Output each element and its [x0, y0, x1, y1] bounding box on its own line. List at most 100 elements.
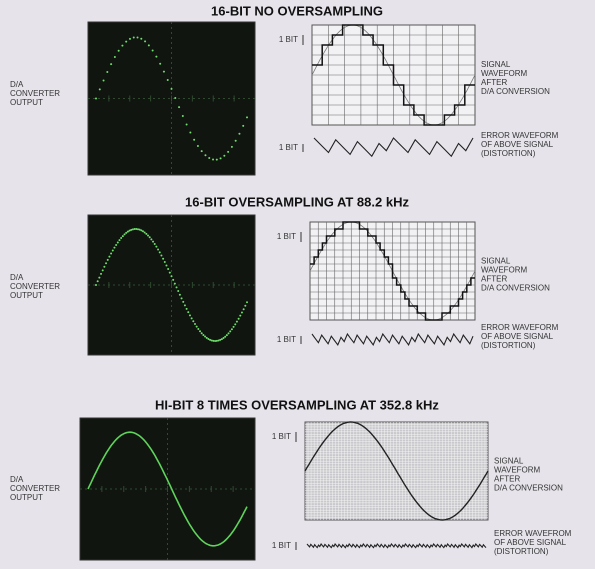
scope-dot [95, 284, 97, 286]
output-label: OUTPUT [10, 291, 43, 300]
scope-dot [205, 336, 208, 339]
scope-dot [225, 334, 228, 337]
scope-dot [207, 337, 210, 340]
output-label: OUTPUT [10, 98, 43, 107]
stepped-signal [312, 24, 475, 126]
scope-dot [98, 88, 101, 91]
scope-dot [121, 235, 124, 238]
error-label: OF ABOVE SIGNAL [481, 332, 554, 341]
scope-dot [170, 275, 173, 278]
scope-dot [229, 330, 232, 333]
scope-dot [132, 36, 135, 39]
scope-dot [148, 236, 151, 239]
scope-dot [117, 49, 120, 52]
stepped-signal [310, 221, 475, 321]
scope-dot [136, 228, 139, 231]
signal-label: AFTER [481, 274, 507, 283]
bit-label: 1 BIT [272, 432, 291, 441]
error-waveform [306, 542, 487, 549]
scope-dot [110, 63, 113, 66]
scope-dot [141, 230, 144, 233]
scope-dot [235, 320, 238, 323]
scope-dot [178, 106, 181, 109]
signal-label: D/A CONVERSION [494, 483, 563, 492]
bit-label: 1 BIT [277, 232, 296, 241]
scope-dot [166, 79, 169, 82]
ideal-sine [304, 421, 489, 521]
scope-dot [178, 293, 181, 296]
scope-dot [131, 228, 134, 231]
scope-dot [96, 280, 99, 283]
error-label: OF ABOVE SIGNAL [481, 140, 554, 149]
scope-dot [200, 150, 203, 153]
bit-label: 1 BIT [277, 335, 296, 344]
scope-dot [145, 232, 148, 235]
scope-dot [185, 307, 188, 310]
scope-dot [246, 116, 248, 119]
scope-dot [143, 231, 146, 234]
scope-trace [87, 431, 248, 547]
scope-dot [160, 254, 163, 257]
scope-dot [140, 229, 143, 232]
scope-dot [147, 234, 150, 237]
scope-dot [209, 338, 212, 341]
bit-label: 1 BIT [279, 143, 298, 152]
scope-dot [128, 37, 131, 40]
scope-dot [172, 278, 175, 281]
signal-label: WAVEFORM [494, 465, 541, 474]
output-label: OUTPUT [10, 493, 43, 502]
scope-dot [204, 154, 207, 157]
scope-dot [106, 258, 109, 261]
scope-dot [219, 157, 222, 160]
scope-dot [212, 339, 215, 342]
error-label: ERROR WAVEFROM [494, 529, 572, 538]
scope-dot [173, 282, 176, 285]
signal-label: D/A CONVERSION [481, 283, 550, 292]
signal-label: SIGNAL [481, 256, 511, 265]
scope-dot [193, 138, 196, 141]
scope-dot [153, 243, 156, 246]
scope-dot [115, 243, 118, 246]
scope-dot [167, 268, 170, 271]
scope-dot [234, 323, 237, 326]
scope-dot [138, 228, 141, 231]
scope-dot [230, 328, 233, 331]
scope-dot [188, 314, 191, 317]
scope-dot [217, 339, 220, 342]
scope-dot [158, 251, 161, 254]
scope-dot [227, 150, 230, 153]
scope-dot [118, 239, 121, 242]
scope-dot [113, 246, 116, 249]
signal-label: SIGNAL [481, 60, 511, 69]
scope-dot [215, 158, 218, 161]
scope-dot [133, 228, 136, 231]
scope-dot [110, 252, 113, 255]
scope-dot [125, 40, 128, 43]
scope-dot [187, 311, 190, 314]
scope-dot [185, 123, 188, 126]
scope-dot [98, 276, 101, 279]
scope-dot [152, 240, 155, 243]
scope-dot [230, 145, 233, 148]
scope-dot [215, 339, 218, 342]
scope-dot [219, 338, 222, 341]
scope-dot [232, 325, 235, 328]
scope-dot [102, 79, 105, 82]
signal-label: AFTER [494, 474, 520, 483]
scope-dot [220, 338, 223, 341]
scope-dot [165, 264, 168, 267]
error-label: (DISTORTION) [494, 547, 549, 556]
error-label: (DISTORTION) [481, 149, 536, 158]
scope-dot [180, 297, 183, 300]
scope-dot [113, 55, 116, 58]
scope-dot [223, 154, 226, 157]
scope-dot [103, 265, 106, 268]
scope-dot [111, 249, 114, 252]
scope-dot [163, 261, 166, 264]
scope-dot [234, 139, 237, 142]
output-label: CONVERTER [10, 89, 60, 98]
scope-dot [182, 300, 185, 303]
signal-label: SIGNAL [494, 456, 524, 465]
